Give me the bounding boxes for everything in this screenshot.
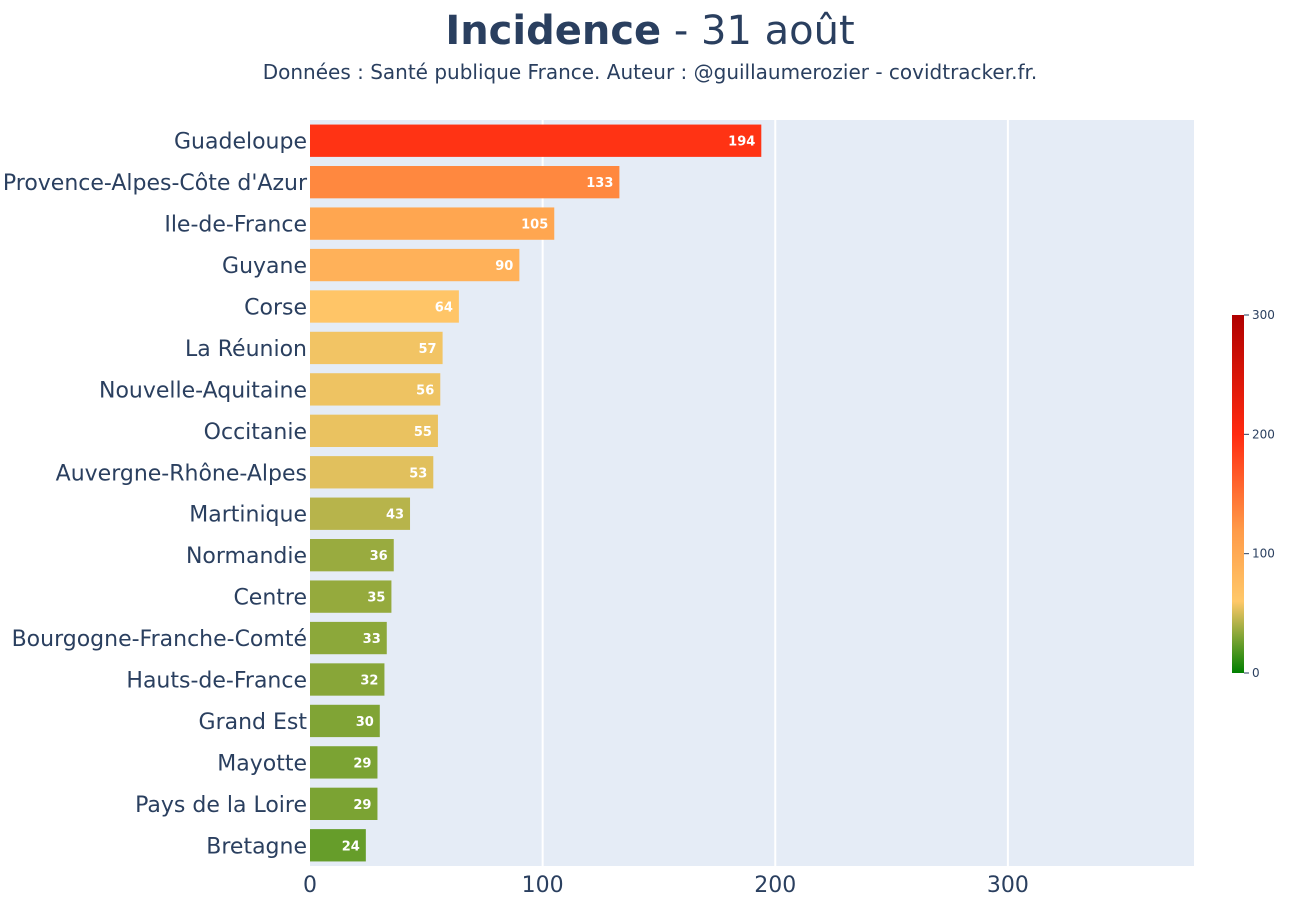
category-label: Occitanie	[204, 420, 307, 445]
bar[interactable]	[310, 124, 762, 157]
bar-value-label: 194	[728, 135, 755, 150]
chart-title-date: - 31 août	[661, 8, 855, 54]
bar-value-label: 43	[386, 508, 404, 523]
x-tick-label: 200	[754, 873, 796, 898]
x-tick-label: 100	[522, 873, 564, 898]
bar-value-label: 29	[353, 798, 371, 813]
x-axis-labels: 0 100 200 300	[303, 873, 1029, 898]
colorbar: 0 100 200 300	[1232, 308, 1275, 680]
category-label: Hauts-de-France	[126, 669, 307, 694]
category-label: Martinique	[189, 503, 307, 528]
bar[interactable]	[310, 704, 380, 738]
category-label: Ile-de-France	[164, 213, 307, 238]
category-label: Provence-Alpes-Côte d'Azur	[3, 171, 308, 196]
bar-value-label: 56	[416, 383, 434, 398]
bar[interactable]	[310, 166, 620, 199]
bar[interactable]	[310, 331, 443, 365]
bar[interactable]	[310, 580, 392, 613]
category-label: Grand Est	[199, 710, 308, 735]
colorbar-tick-label: 0	[1252, 666, 1260, 680]
category-label: Auvergne-Rhône-Alpes	[56, 461, 307, 486]
bar[interactable]	[310, 829, 366, 862]
colorbar-tick-label: 100	[1252, 547, 1275, 561]
bar[interactable]	[310, 414, 438, 447]
bar[interactable]	[310, 621, 387, 655]
chart-title: Incidence - 31 août	[0, 8, 1300, 54]
bar[interactable]	[310, 248, 520, 282]
category-label: Bretagne	[206, 834, 307, 859]
chart-title-bold: Incidence	[445, 8, 662, 54]
x-tick-label: 300	[987, 873, 1029, 898]
bar-value-label: 36	[370, 549, 388, 564]
bar-value-label: 57	[419, 342, 437, 357]
colorbar-tick-label: 300	[1252, 308, 1275, 322]
category-label: Guadeloupe	[174, 130, 307, 155]
plot-background	[310, 120, 1194, 866]
category-label: Centre	[233, 586, 307, 611]
bar-value-label: 33	[363, 632, 381, 647]
bar-value-label: 24	[342, 839, 360, 854]
category-label: Bourgogne-Franche-Comté	[12, 627, 307, 652]
bar-value-label: 29	[353, 756, 371, 771]
bar-value-label: 105	[521, 218, 548, 233]
x-tick-label: 0	[303, 873, 317, 898]
bar-value-label: 35	[367, 591, 385, 606]
chart-subtitle: Données : Santé publique France. Auteur …	[262, 60, 1038, 84]
grid-lines	[541, 120, 1009, 866]
category-label: Guyane	[222, 254, 307, 279]
bar[interactable]	[310, 456, 434, 489]
bar[interactable]	[310, 746, 378, 779]
bar[interactable]	[310, 373, 441, 406]
bar-value-label: 32	[360, 674, 378, 689]
bars: 194 133 105 90 64 57 56 55 53 43 36 35 33 32 30 29 29 24	[310, 124, 762, 862]
bar-value-label: 64	[435, 301, 453, 316]
category-label: Pays de la Loire	[135, 793, 307, 818]
category-label: Nouvelle-Aquitaine	[99, 378, 307, 403]
colorbar-tick-label: 200	[1252, 427, 1275, 441]
colorbar-gradient	[1232, 315, 1244, 673]
category-label: Corse	[244, 296, 307, 321]
y-axis-labels: Guadeloupe Provence-Alpes-Côte d'Azur Ile-…	[3, 130, 308, 860]
bar-value-label: 133	[586, 176, 613, 191]
bar[interactable]	[310, 290, 459, 323]
bar[interactable]	[310, 539, 394, 572]
category-label: Normandie	[186, 544, 307, 569]
bar-value-label: 90	[495, 259, 513, 274]
category-label: La Réunion	[185, 337, 307, 362]
category-label: Mayotte	[217, 751, 307, 776]
bar[interactable]	[310, 787, 378, 820]
bar-value-label: 30	[356, 715, 374, 730]
bar-value-label: 53	[409, 466, 427, 481]
bar-value-label: 55	[414, 425, 432, 440]
bar[interactable]	[310, 497, 411, 530]
bar[interactable]	[310, 663, 385, 696]
bar[interactable]	[310, 207, 555, 240]
